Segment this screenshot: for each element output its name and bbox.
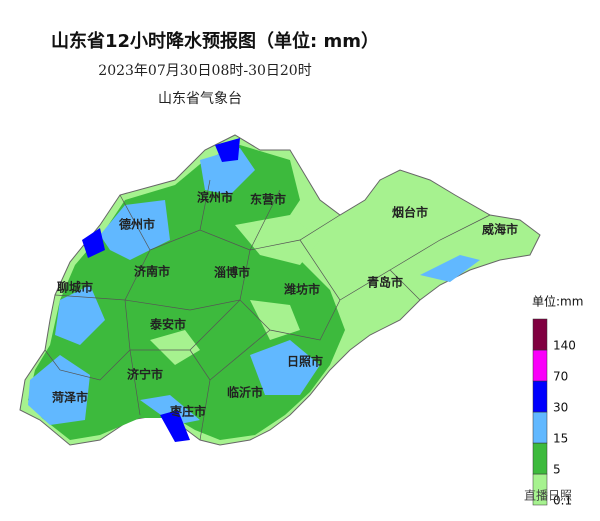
city-label: 德州市 (119, 217, 155, 232)
legend-label: 30 (553, 401, 568, 415)
legend-label: 0.1 (553, 494, 572, 508)
city-label: 滨州市 (197, 190, 233, 205)
watermark: 直播日照 (524, 489, 572, 503)
subtitle: 2023年07月30日08时-30日20时 (98, 63, 311, 79)
legend: 单位:mm 0.1 5 15 30 70 140 (532, 294, 583, 508)
city-label: 菏泽市 (52, 390, 88, 405)
rain-area (28, 148, 480, 425)
city-label: 聊城市 (57, 280, 93, 295)
legend-label: 5 (553, 463, 561, 477)
legend-swatch (532, 349, 548, 382)
province-map (19, 134, 541, 446)
city-label: 淄博市 (214, 265, 250, 280)
issuer: 山东省气象台 (158, 91, 242, 107)
legend-swatch (532, 411, 548, 444)
city-label: 威海市 (482, 222, 518, 237)
city-label: 济南市 (134, 264, 170, 279)
legend-swatch (532, 318, 548, 351)
city-label: 临沂市 (227, 385, 263, 400)
legend-label: 15 (553, 432, 568, 446)
legend-label: 70 (553, 370, 568, 384)
legend-title: 单位:mm (532, 294, 583, 309)
city-label: 枣庄市 (169, 404, 206, 419)
city-label: 烟台市 (392, 205, 428, 220)
title: 山东省12小时降水预报图（单位: mm） (51, 30, 379, 52)
city-label: 泰安市 (149, 317, 186, 332)
city-label: 潍坊市 (283, 282, 320, 297)
legend-swatch (532, 442, 548, 475)
legend-swatch (532, 380, 548, 413)
city-label: 东营市 (250, 192, 286, 207)
city-label: 济宁市 (127, 367, 163, 382)
legend-label: 140 (553, 339, 576, 353)
city-label: 日照市 (287, 354, 323, 369)
city-borders (44, 179, 491, 441)
rain-area (150, 215, 320, 365)
city-label: 青岛市 (367, 275, 403, 290)
